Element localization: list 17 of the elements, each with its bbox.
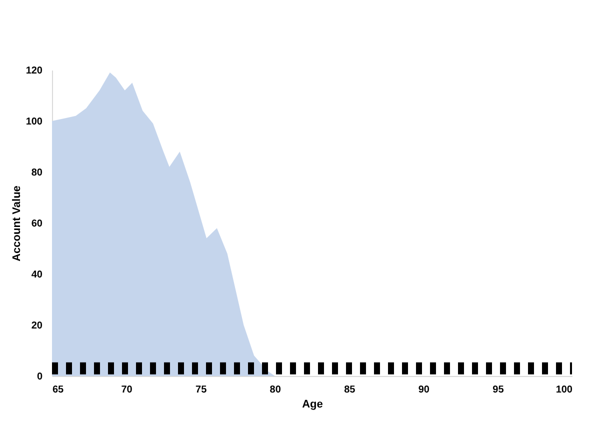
x-tick-label: 90 — [418, 384, 430, 396]
y-tick-label: 20 — [31, 320, 43, 332]
y-tick-label: 120 — [26, 66, 43, 76]
x-tick-label: 65 — [52, 384, 64, 396]
y-tick-label: 100 — [26, 116, 43, 128]
x-tick-label: 100 — [556, 384, 573, 396]
y-tick-label: 80 — [31, 168, 43, 178]
x-tick-label: 85 — [344, 384, 356, 396]
x-tick-label: 70 — [121, 384, 133, 396]
y-tick-label: 40 — [31, 270, 43, 280]
y-tick-label: 0 — [36, 372, 43, 382]
x-tick-label: 95 — [492, 384, 504, 396]
y-axis-title: Account Value — [10, 186, 23, 262]
y-tick-label: 60 — [31, 218, 43, 230]
x-tick-label: 75 — [196, 384, 208, 396]
x-tick-label: 80 — [270, 384, 282, 396]
x-axis-title: Age — [302, 398, 323, 410]
